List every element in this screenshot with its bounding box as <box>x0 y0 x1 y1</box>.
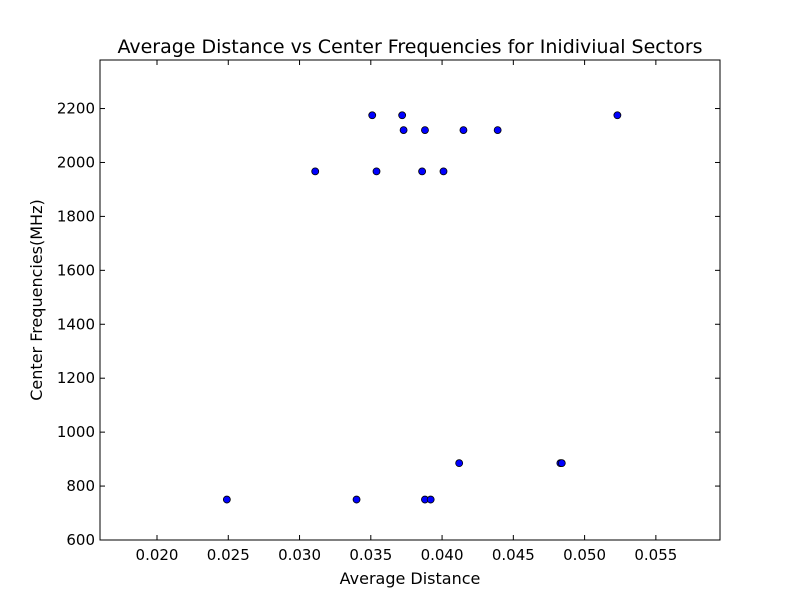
y-axis-ticks: 600 800 1000 1200 1400 1600 1800 2000 2200 <box>57 100 720 549</box>
y-tick-label: 1200 <box>57 369 95 387</box>
x-tick-label: 0.050 <box>563 546 606 564</box>
y-tick-label: 1000 <box>57 423 95 441</box>
y-tick-label: 1400 <box>57 315 95 333</box>
x-tick-label: 0.025 <box>207 546 250 564</box>
y-tick-label: 600 <box>66 531 95 549</box>
data-point <box>455 459 464 468</box>
data-point <box>493 126 502 135</box>
data-point <box>372 167 381 176</box>
x-tick-label: 0.020 <box>136 546 179 564</box>
x-tick-label: 0.030 <box>278 546 321 564</box>
data-point <box>311 167 320 176</box>
x-tick-label: 0.055 <box>634 546 677 564</box>
data-point <box>222 495 231 504</box>
x-tick-label: 0.040 <box>421 546 464 564</box>
data-point <box>459 126 468 135</box>
y-tick-label: 1600 <box>57 261 95 279</box>
data-point <box>418 167 427 176</box>
data-points <box>222 111 622 504</box>
y-tick-label: 2000 <box>57 153 95 171</box>
y-axis-label: Center Frequencies(MHz) <box>27 199 46 400</box>
data-point <box>398 111 407 120</box>
x-axis-ticks: 0.020 0.025 0.030 0.035 0.040 0.045 0.050 0.055 <box>136 60 677 564</box>
data-point <box>368 111 377 120</box>
data-point <box>439 167 448 176</box>
data-point <box>352 495 361 504</box>
y-tick-label: 2200 <box>57 100 95 118</box>
data-point <box>613 111 622 120</box>
data-point <box>421 126 429 135</box>
data-point <box>557 459 566 468</box>
y-tick-label: 800 <box>66 477 95 495</box>
x-tick-label: 0.045 <box>492 546 535 564</box>
data-point <box>426 495 435 504</box>
plot-frame <box>99 59 721 541</box>
x-axis-label: Average Distance <box>340 569 481 588</box>
y-tick-label: 1800 <box>57 207 95 225</box>
data-point <box>399 126 408 135</box>
chart-title: Average Distance vs Center Frequencies f… <box>117 36 702 58</box>
x-tick-label: 0.035 <box>349 546 392 564</box>
